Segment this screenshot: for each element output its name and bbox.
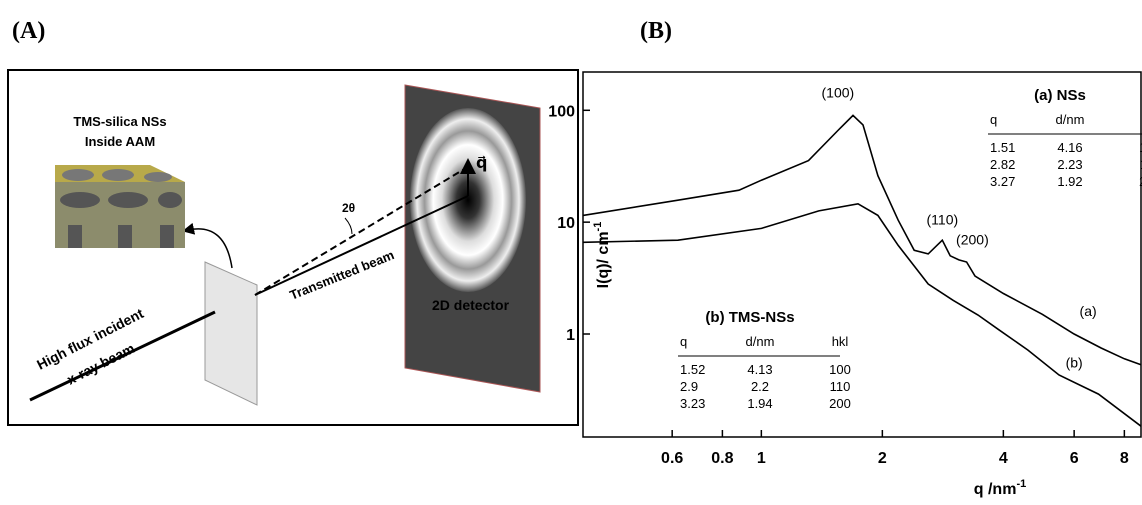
table-header: q [990,112,997,127]
table-header: q [680,334,687,349]
angle-label: 2θ [342,201,355,215]
annotation: (110) [927,212,959,228]
annotation: (b) [1066,355,1083,371]
table-title: (a) NSs [1034,87,1086,104]
table-cell: 4.16 [1057,140,1082,155]
table-cell: 2.9 [680,379,698,394]
table-cell: 200 [829,396,851,411]
table-cell: 3.23 [680,396,705,411]
detector-label: 2D detector [432,297,510,313]
y-label-text: I(q)/ cm [595,231,612,288]
panel-label: (B) [640,18,672,44]
y-tick-label: 1 [566,327,575,344]
annotation: (200) [956,232,989,248]
x-tick-label: 1 [757,450,766,467]
x-axis-label: q /nm-1 [974,478,1026,498]
x-label-text: q /nm [974,481,1017,498]
table-cell: 2.2 [751,379,769,394]
inset-arrow [188,229,232,268]
annotation: (a) [1080,303,1097,319]
table-title: (b) TMS-NSs [705,309,794,326]
panel-label: (A) [12,18,45,44]
x-tick-label: 2 [878,450,887,467]
panel-a: (A) TMS-silica NSs Inside AAM High flux … [8,18,578,425]
table-cell: 3.27 [990,174,1015,189]
table-cell: 2.82 [990,157,1015,172]
inset-title: TMS-silica NSs [73,114,166,129]
table-header: hkl [832,334,849,349]
table-header: d/nm [1056,112,1085,127]
x-tick-label: 0.8 [711,450,733,467]
y-tick-label: 100 [548,103,575,120]
membrane-icon [55,165,185,248]
table-cell: 2.23 [1057,157,1082,172]
x-tick-label: 8 [1120,450,1129,467]
table-cell: 1.52 [680,362,705,377]
table-cell: 4.13 [747,362,772,377]
sample [205,262,257,405]
table-cell: 1.92 [1057,174,1082,189]
table-cell: 1.51 [990,140,1015,155]
annotation: (100) [822,85,855,101]
x-tick-label: 4 [999,450,1008,467]
table-header: d/nm [746,334,775,349]
x-label-sup: -1 [1016,478,1026,490]
inset-subtitle: Inside AAM [85,134,155,149]
scattering-pattern [410,108,526,292]
y-label-sup: -1 [592,222,604,232]
x-tick-label: 0.6 [661,450,683,467]
table-cell: 100 [829,362,851,377]
y-tick-label: 10 [557,215,575,232]
y-axis-label: I(q)/ cm-1 [592,222,612,289]
table-cell: 1.94 [747,396,772,411]
table-cell: 110 [830,379,851,394]
vector-label: q⃗ [476,155,487,172]
angle-arc [345,218,352,234]
x-tick-label: 6 [1070,450,1079,467]
data-line [583,204,1141,426]
